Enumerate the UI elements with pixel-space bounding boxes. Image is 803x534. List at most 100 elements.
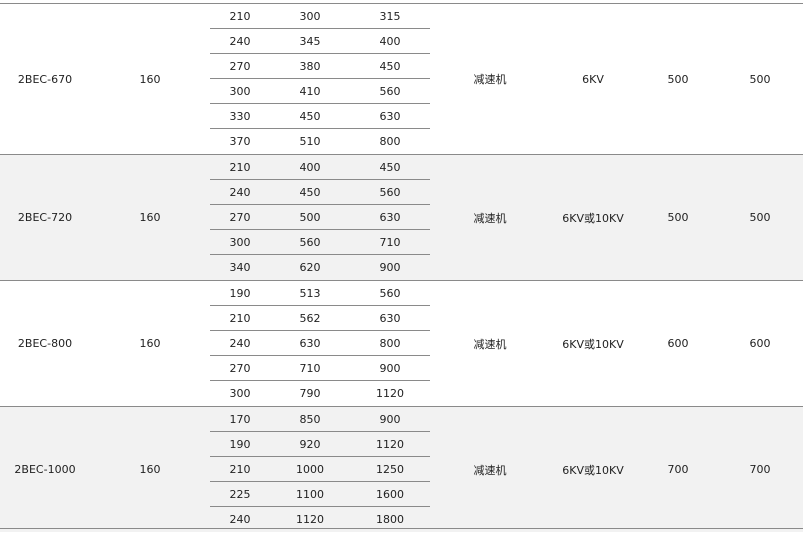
subrow-value: 510	[299, 135, 321, 148]
table-subrow: 270 380 450	[210, 53, 430, 79]
subrow-value: 1120	[296, 513, 324, 526]
table-subrow: 270 500 630	[210, 204, 430, 230]
table-subrow: 190 513 560	[210, 281, 430, 306]
voltage-cell: 6KV或10KV	[562, 337, 624, 351]
table-subrow: 270 710 900	[210, 355, 430, 381]
subrow-value: 710	[299, 362, 321, 375]
drive-cell: 减速机	[473, 337, 507, 351]
table-group: 2BEC-720 160 减速机 6KV或10KV 500 500 210 400 450 240…	[0, 154, 803, 280]
model-cell: 2BEC-1000	[14, 463, 76, 476]
table-group: 2BEC-800 160 减速机 6KV或10KV 600 600 190 513 560 210…	[0, 280, 803, 406]
table-subrow: 240 630 800	[210, 330, 430, 356]
col7-cell: 500	[667, 211, 689, 224]
subrow-value: 270	[229, 362, 251, 375]
subrow-value: 630	[379, 211, 401, 224]
subrow-value: 210	[229, 463, 251, 476]
subrow-value: 900	[379, 362, 401, 375]
subrow-value: 1120	[376, 438, 404, 451]
subrow-value: 450	[299, 186, 321, 199]
subrow-value: 410	[299, 85, 321, 98]
subrow-value: 210	[229, 10, 251, 23]
col8-cell: 500	[749, 211, 771, 224]
subrow-value: 300	[229, 85, 251, 98]
subrow-value: 340	[229, 261, 251, 274]
table-subrow: 370 510 800	[210, 128, 430, 154]
subrow-value: 300	[299, 10, 321, 23]
col7-cell: 500	[667, 72, 689, 86]
subrow-value: 345	[299, 35, 321, 48]
subrow-value: 850	[299, 413, 321, 426]
table-subrow: 300 790 1120	[210, 380, 430, 406]
col2-cell: 160	[139, 72, 161, 86]
table-group: 2BEC-1000 160 减速机 6KV或10KV 700 700 170 850 900 19…	[0, 406, 803, 532]
subrow-value: 790	[299, 387, 321, 400]
subrow-value: 710	[379, 236, 401, 249]
subrow-value: 240	[229, 513, 251, 526]
subrow-value: 630	[379, 110, 401, 123]
table-subrow: 300 560 710	[210, 229, 430, 255]
subrow-value: 370	[229, 135, 251, 148]
subrow-value: 560	[299, 236, 321, 249]
table-subrow: 170 850 900	[210, 407, 430, 432]
table-subrow: 190 920 1120	[210, 431, 430, 457]
subrow-value: 500	[299, 211, 321, 224]
subrow-value: 450	[299, 110, 321, 123]
table-subrow: 210 300 315	[210, 4, 430, 29]
subrow-value: 240	[229, 186, 251, 199]
subrow-value: 560	[379, 186, 401, 199]
drive-cell: 减速机	[473, 211, 507, 225]
subrow-value: 630	[379, 312, 401, 325]
drive-cell: 减速机	[473, 463, 507, 477]
subrow-value: 1000	[296, 463, 324, 476]
table-subrow: 330 450 630	[210, 103, 430, 129]
model-cell: 2BEC-720	[17, 211, 73, 224]
subrow-value: 900	[379, 261, 401, 274]
subrow-value: 240	[229, 35, 251, 48]
subrow-value: 240	[229, 337, 251, 350]
subrow-value: 400	[299, 161, 321, 174]
subrow-value: 315	[379, 10, 401, 23]
col8-cell: 600	[749, 337, 771, 350]
drive-cell: 减速机	[473, 73, 507, 86]
subrow-value: 400	[379, 35, 401, 48]
subrow-value: 170	[229, 413, 251, 426]
subrow-value: 562	[299, 312, 321, 325]
subrow-value: 190	[229, 287, 251, 300]
subrow-value: 630	[299, 337, 321, 350]
table-subrow: 300 410 560	[210, 78, 430, 104]
subrow-value: 270	[229, 60, 251, 73]
subrow-value: 330	[229, 110, 251, 123]
subrow-value: 210	[229, 312, 251, 325]
table-subrow: 210 1000 1250	[210, 456, 430, 482]
subrow-value: 450	[379, 60, 401, 73]
subrow-value: 300	[229, 387, 251, 400]
subrow-value: 1100	[296, 488, 324, 501]
table-subrow: 340 620 900	[210, 254, 430, 280]
col8-cell: 500	[749, 72, 771, 86]
subrow-value: 270	[229, 211, 251, 224]
col2-cell: 160	[139, 337, 161, 350]
subrow-value: 900	[379, 413, 401, 426]
subrow-value: 1250	[376, 463, 404, 476]
subrow-value: 560	[379, 85, 401, 98]
table-subrow: 225 1100 1600	[210, 481, 430, 507]
spec-table: 2BEC-670 160 减速机 6KV 500 500 210 300 315 240 345 40…	[0, 3, 803, 532]
subrow-value: 210	[229, 161, 251, 174]
voltage-cell: 6KV	[582, 72, 604, 86]
model-cell: 2BEC-800	[17, 337, 73, 350]
subrow-value: 190	[229, 438, 251, 451]
subrow-value: 450	[379, 161, 401, 174]
subrow-value: 800	[379, 135, 401, 148]
table-group: 2BEC-670 160 减速机 6KV 500 500 210 300 315 240 345 40…	[0, 3, 803, 154]
subrow-value: 800	[379, 337, 401, 350]
subrow-value: 300	[229, 236, 251, 249]
col2-cell: 160	[139, 211, 161, 224]
col8-cell: 700	[749, 463, 771, 476]
voltage-cell: 6KV或10KV	[562, 463, 624, 477]
model-cell: 2BEC-670	[17, 72, 73, 86]
table-bottom-border	[0, 528, 803, 529]
subrow-value: 513	[299, 287, 321, 300]
table-subrow: 240 345 400	[210, 28, 430, 54]
subrow-value: 225	[229, 488, 251, 501]
subrow-value: 620	[299, 261, 321, 274]
